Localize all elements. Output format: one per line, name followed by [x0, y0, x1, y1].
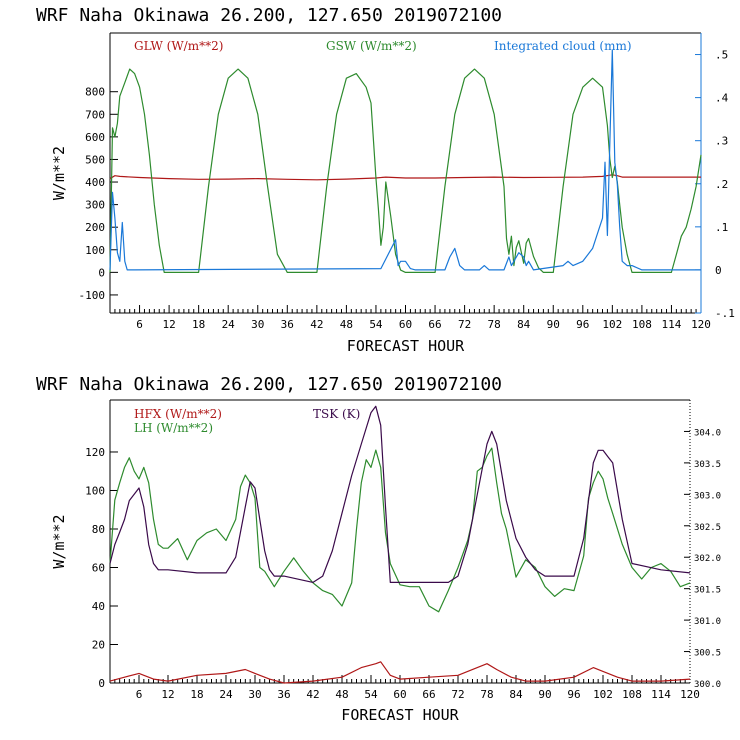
y2-tick-label: 301.0 — [694, 617, 721, 627]
x-tick-label: 72 — [451, 688, 464, 701]
x-tick-label: 24 — [222, 318, 236, 331]
legend-entry: Integrated cloud (mm) — [494, 39, 632, 53]
legend-entry: GLW (W/m**2) — [134, 39, 223, 53]
x-tick-label: 6 — [136, 688, 143, 701]
y2-tick-label: .2 — [715, 178, 728, 191]
x-tick-label: 108 — [632, 318, 652, 331]
x-tick-label: 108 — [622, 688, 642, 701]
legend-entry: HFX (W/m**2) — [134, 407, 222, 421]
y2-tick-label: 0 — [715, 264, 722, 277]
x-tick-label: 78 — [480, 688, 493, 701]
x-tick-label: 90 — [538, 688, 551, 701]
series-line-tsk-k — [109, 405, 691, 584]
x-tick-label: 84 — [509, 688, 523, 701]
y-tick-label: 500 — [85, 153, 105, 166]
series-line-lh-w-m — [109, 447, 691, 613]
chart-title: WRF Naha Okinawa 26.200, 127.650 2019072… — [36, 5, 502, 26]
series-line-hfx-w-m — [109, 661, 691, 684]
y-tick-label: 400 — [85, 176, 105, 189]
y2-tick-label: 301.5 — [694, 586, 721, 596]
y-tick-label: 600 — [85, 131, 105, 144]
y-tick-label: 700 — [85, 108, 105, 121]
x-tick-label: 54 — [364, 688, 378, 701]
x-tick-label: 36 — [281, 318, 294, 331]
y2-tick-label: 300.5 — [694, 649, 721, 659]
x-tick-label: 24 — [219, 688, 233, 701]
x-tick-label: 66 — [422, 688, 435, 701]
y-axis-label: W/m**2 — [50, 514, 68, 568]
y2-tick-label: 300.0 — [694, 680, 721, 690]
legend-entry: GSW (W/m**2) — [326, 39, 417, 53]
y-tick-label: 0 — [98, 266, 105, 279]
x-tick-label: 102 — [602, 318, 622, 331]
x-tick-label: 48 — [340, 318, 353, 331]
legend-entry: TSK (K) — [313, 407, 360, 421]
y-axis-label: W/m**2 — [50, 146, 68, 200]
y-tick-label: 20 — [92, 638, 105, 651]
series-line-gsw-w-m — [109, 68, 702, 273]
x-tick-label: 84 — [517, 318, 531, 331]
legend-entry: LH (W/m**2) — [134, 421, 213, 435]
x-tick-label: 12 — [161, 688, 174, 701]
y2-tick-label: .3 — [715, 135, 728, 148]
y2-tick-label: 303.0 — [694, 491, 721, 501]
y-tick-label: 80 — [92, 523, 105, 536]
x-tick-label: 96 — [567, 688, 580, 701]
x-tick-label: 96 — [576, 318, 589, 331]
y2-tick-label: .1 — [715, 221, 728, 234]
y-tick-label: 800 — [85, 86, 105, 99]
y2-tick-label: .5 — [715, 49, 728, 62]
x-tick-label: 48 — [335, 688, 348, 701]
x-tick-label: 18 — [190, 688, 203, 701]
y2-tick-label: 303.5 — [694, 460, 721, 470]
x-axis-label: FORECAST HOUR — [341, 706, 459, 724]
chart-panel-2: WRF Naha Okinawa 26.200, 127.650 2019072… — [36, 374, 721, 724]
y2-tick-label: .4 — [715, 92, 729, 105]
y2-tick-label: 302.0 — [694, 554, 721, 564]
x-tick-label: 6 — [136, 318, 143, 331]
x-tick-label: 66 — [428, 318, 441, 331]
x-tick-label: 120 — [691, 318, 711, 331]
x-tick-label: 30 — [251, 318, 264, 331]
y2-tick-label: 302.5 — [694, 523, 721, 533]
y-tick-label: 100 — [85, 484, 105, 497]
y-tick-label: 0 — [98, 677, 105, 690]
x-tick-label: 12 — [162, 318, 175, 331]
x-tick-label: 42 — [306, 688, 319, 701]
x-tick-label: 114 — [662, 318, 682, 331]
y-tick-label: -100 — [79, 289, 106, 302]
x-tick-label: 30 — [248, 688, 261, 701]
x-tick-label: 54 — [369, 318, 383, 331]
x-tick-label: 102 — [593, 688, 613, 701]
y2-tick-label: -.1 — [715, 307, 735, 320]
y-tick-label: 100 — [85, 244, 105, 257]
series-line-integrated-cloud-mm — [109, 49, 701, 271]
series-line-glw-w-m — [109, 174, 701, 181]
x-tick-label: 60 — [399, 318, 412, 331]
x-tick-label: 42 — [310, 318, 323, 331]
y-tick-label: 200 — [85, 221, 105, 234]
x-axis-label: FORECAST HOUR — [347, 337, 465, 355]
x-tick-label: 90 — [547, 318, 560, 331]
y-tick-label: 60 — [92, 561, 105, 574]
x-tick-label: 36 — [277, 688, 290, 701]
chart-title: WRF Naha Okinawa 26.200, 127.650 2019072… — [36, 374, 502, 395]
x-tick-label: 18 — [192, 318, 205, 331]
y-tick-label: 300 — [85, 199, 105, 212]
chart-panel-1: WRF Naha Okinawa 26.200, 127.650 2019072… — [36, 5, 735, 355]
y2-tick-label: 304.0 — [694, 428, 721, 438]
x-tick-label: 60 — [393, 688, 406, 701]
y-tick-label: 40 — [92, 600, 105, 613]
x-tick-label: 114 — [651, 688, 671, 701]
x-tick-label: 120 — [680, 688, 700, 701]
x-tick-label: 72 — [458, 318, 471, 331]
y-tick-label: 120 — [85, 446, 105, 459]
x-tick-label: 78 — [488, 318, 501, 331]
